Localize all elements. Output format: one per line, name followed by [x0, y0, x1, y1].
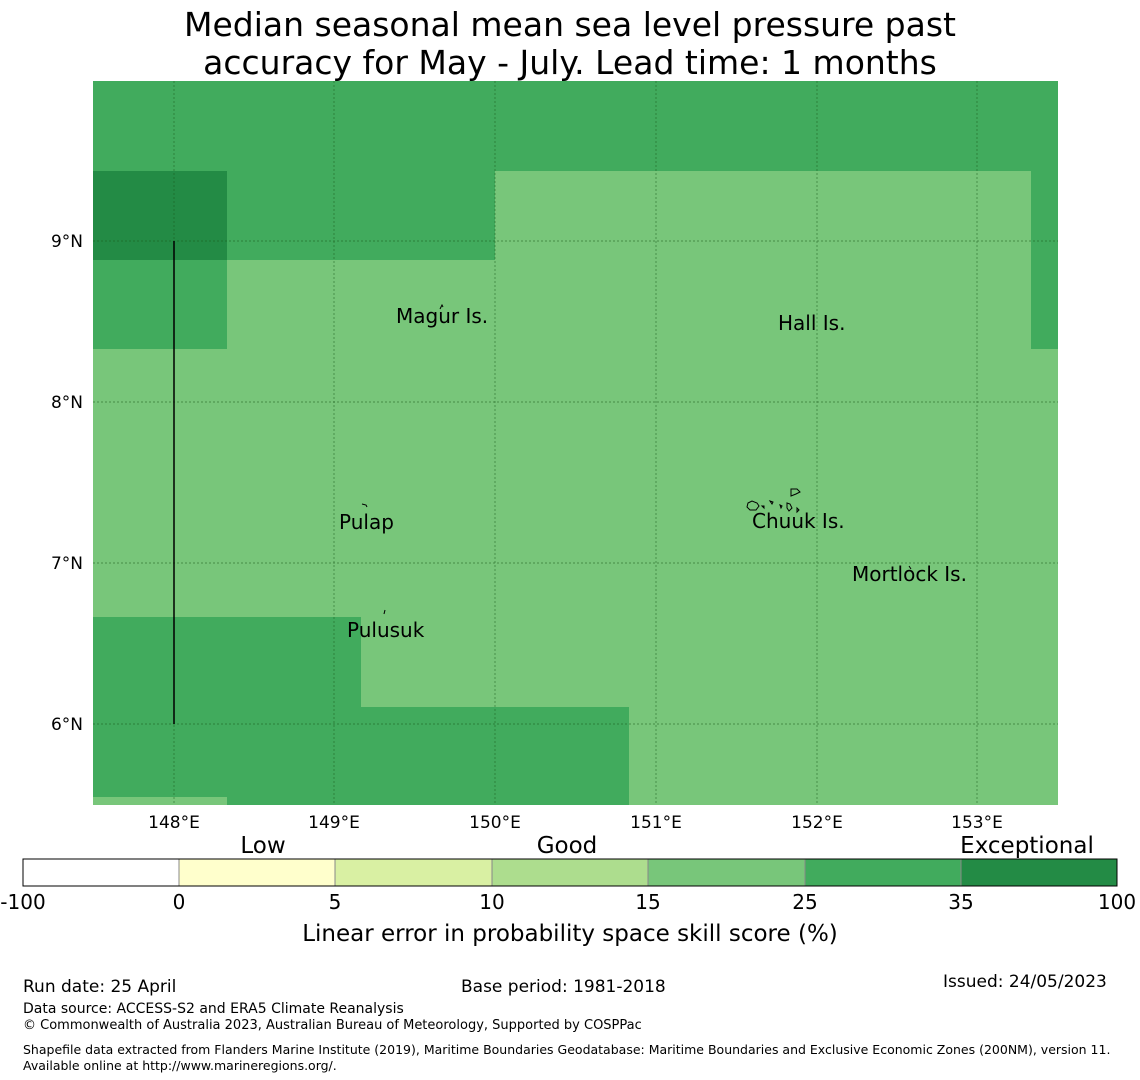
chuuk-islet-3 — [779, 504, 783, 510]
colorbar-tick-label: 25 — [792, 890, 817, 914]
place-label: Chuuk Is. — [752, 509, 845, 533]
mortlock-island-shape — [908, 565, 912, 570]
issued-date: Issued: 24/05/2023 — [943, 972, 1107, 992]
place-label: Pulap — [339, 510, 394, 534]
colorbar-tick-label: 100 — [1098, 890, 1136, 914]
colorbar-segment — [178, 858, 336, 887]
lon-tick-label: 150°E — [469, 813, 521, 833]
longitude-labels: 148°E 149°E 150°E 151°E 152°E 153°E — [148, 813, 1003, 833]
lat-tick-label: 8°N — [51, 393, 83, 413]
shapefile-credit: Shapefile data extracted from Flanders M… — [23, 1042, 1111, 1073]
place-labels: Magur Is. Hall Is. Pulap Chuuk Is. Mortl… — [339, 304, 967, 642]
cell-top-band — [93, 81, 1058, 171]
lat-tick-label: 6°N — [51, 715, 83, 735]
colorbar-ticks: -100 0 5 10 15 25 35 100 — [0, 890, 1136, 914]
colorbar-segment — [22, 858, 180, 887]
cell-bottom-band — [93, 707, 629, 797]
chuuk-islet-1 — [768, 500, 774, 505]
colorbar — [22, 858, 1118, 887]
pulusuk-island-shape — [383, 609, 386, 615]
colorbar-tick-label: 0 — [173, 890, 186, 914]
colorbar-segment — [647, 858, 806, 887]
chuuk-islet-4 — [796, 506, 800, 514]
base-period: Base period: 1981-2018 — [461, 977, 666, 997]
colorbar-segment — [491, 858, 649, 887]
magur-island-shape — [439, 303, 444, 310]
lon-tick-label: 151°E — [630, 813, 682, 833]
colorbar-segment — [804, 858, 962, 887]
pulap-island-shape — [361, 503, 368, 508]
place-label: Hall Is. — [778, 311, 845, 335]
run-date: Run date: 25 April — [23, 977, 177, 997]
colorbar-frame — [22, 858, 1118, 887]
title-line-2: accuracy for May - July. Lead time: 1 mo… — [203, 43, 937, 82]
place-label: Mortlock Is. — [852, 562, 967, 586]
place-label: Pulusuk — [347, 618, 425, 642]
data-source: Data source: ACCESS-S2 and ERA5 Climate … — [23, 1001, 404, 1017]
legend-category-low: Low — [240, 833, 285, 859]
skill-grid-cells — [93, 81, 1058, 805]
map-title: Median seasonal mean sea level pressure … — [0, 6, 1140, 82]
lon-tick-label: 149°E — [308, 813, 360, 833]
cell-lower-left — [93, 617, 361, 707]
legend-categories: Low Good Exceptional — [240, 833, 1093, 859]
lon-tick-label: 148°E — [148, 813, 200, 833]
cell-bottom-strip — [227, 797, 629, 805]
colorbar-tick-label: 5 — [329, 890, 342, 914]
colorbar-tick-label: 15 — [635, 890, 660, 914]
colorbar-tick-label: 35 — [948, 890, 973, 914]
cell-left-mid — [93, 260, 227, 349]
chuuk-west-reef — [746, 500, 760, 511]
legend-category-good: Good — [537, 833, 598, 859]
copyright: © Commonwealth of Australia 2023, Austra… — [23, 1018, 642, 1033]
cell-bottom-corner — [93, 797, 227, 805]
chuuk-east-reef — [786, 502, 793, 512]
place-label: Magur Is. — [396, 304, 488, 328]
latitude-labels: 9°N 8°N 7°N 6°N — [51, 232, 83, 735]
cell-exceptional — [93, 171, 227, 260]
lat-tick-label: 9°N — [51, 232, 83, 252]
island-outlines — [361, 303, 912, 615]
colorbar-segment — [334, 858, 493, 887]
lon-tick-label: 153°E — [951, 813, 1003, 833]
lat-tick-label: 7°N — [51, 554, 83, 574]
chuuk-islet-2 — [760, 505, 765, 510]
colorbar-segment — [960, 858, 1118, 887]
colorbar-tick-label: 10 — [479, 890, 504, 914]
cell-right-edge — [1031, 171, 1058, 349]
title-line-1: Median seasonal mean sea level pressure … — [184, 5, 956, 44]
legend-category-exceptional: Exceptional — [960, 833, 1094, 859]
colorbar-tick-label: -100 — [0, 890, 45, 914]
chuuk-north-reef — [790, 488, 801, 497]
lon-tick-label: 152°E — [791, 813, 843, 833]
colorbar-axis-label: Linear error in probability space skill … — [302, 921, 838, 947]
